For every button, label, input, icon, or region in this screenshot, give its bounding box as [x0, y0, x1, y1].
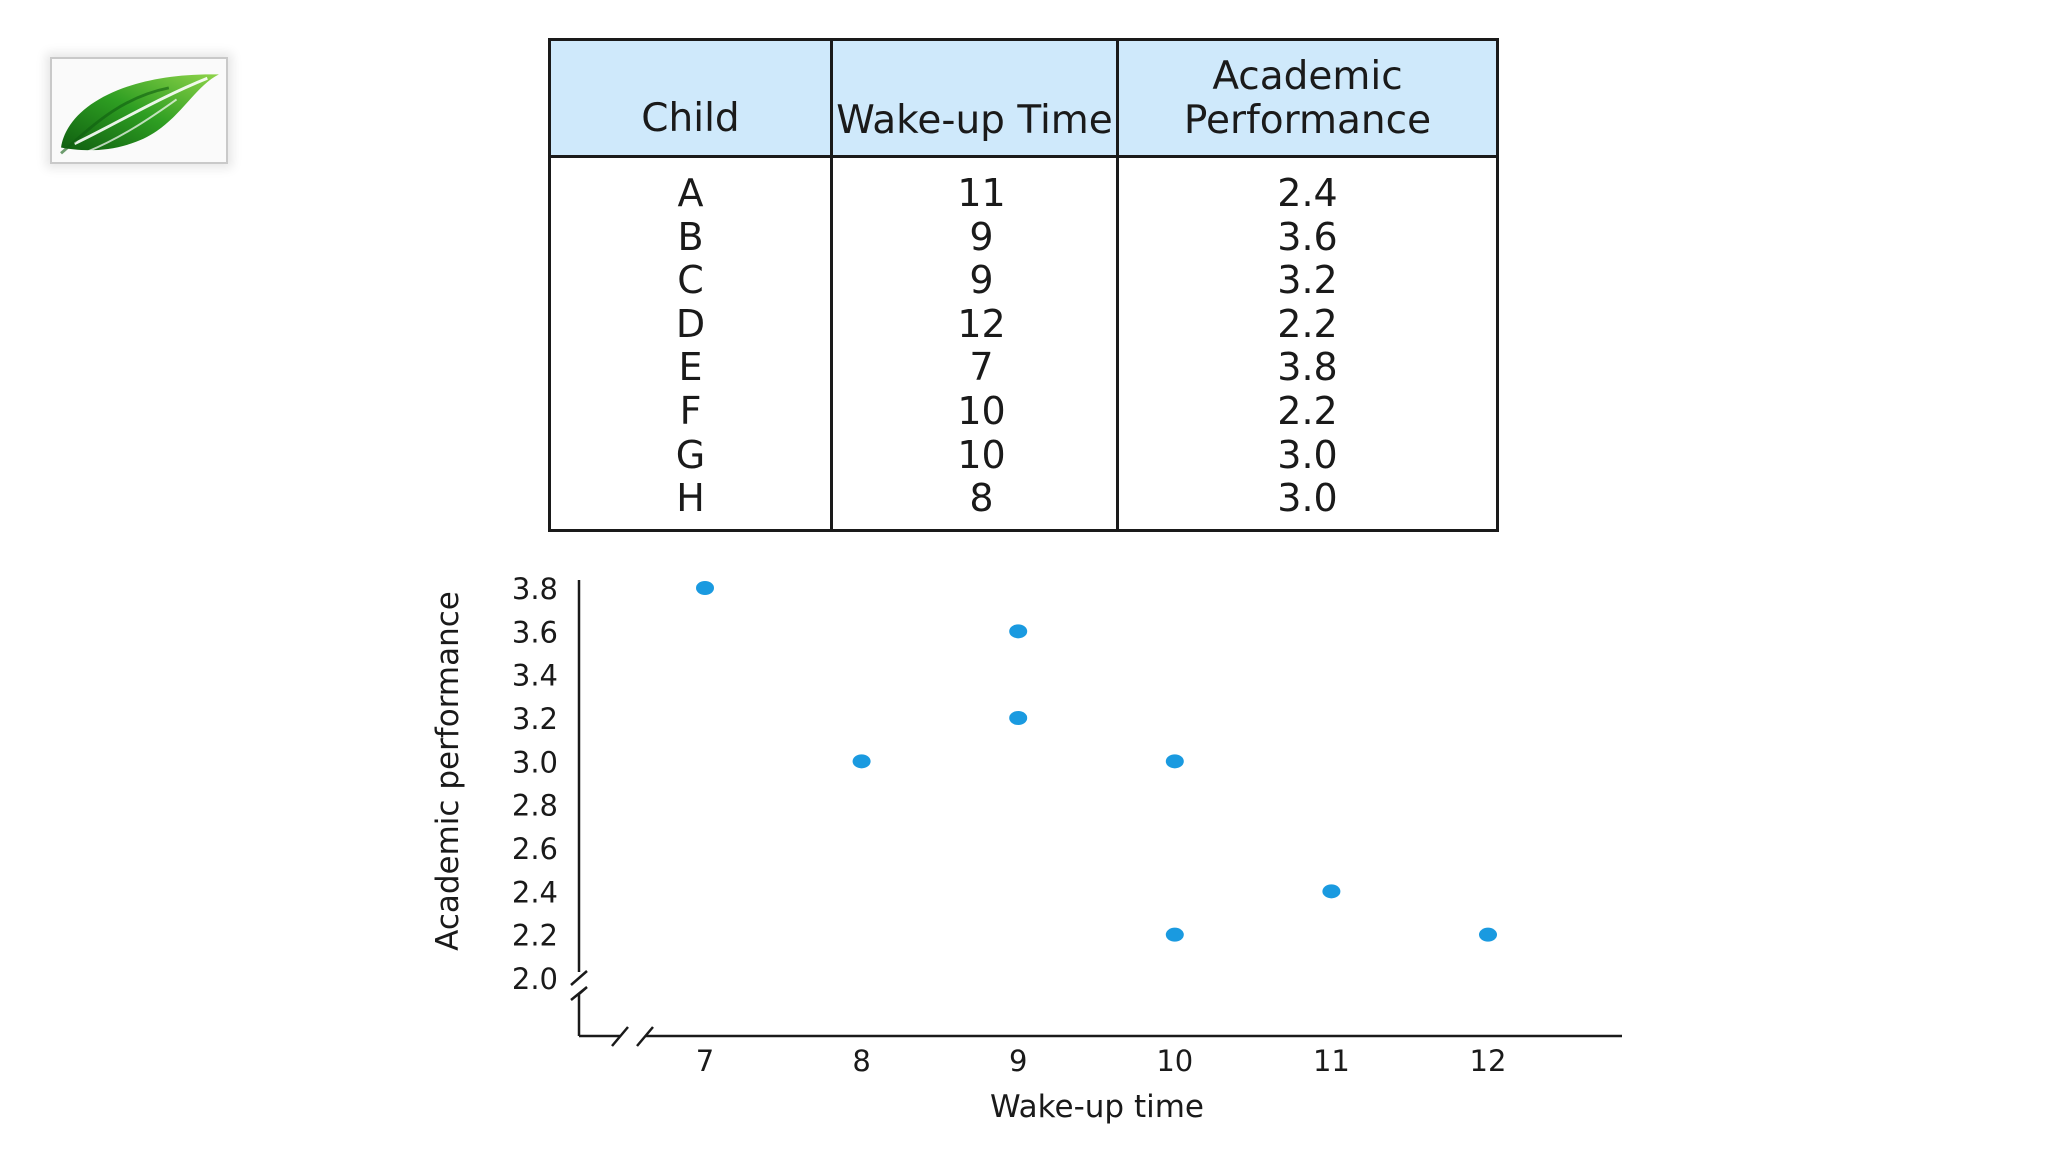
y-tick-label: 3.4 — [512, 659, 558, 693]
data-point — [1479, 927, 1497, 942]
y-tick-label: 2.0 — [512, 962, 558, 996]
cell-child: A — [548, 156, 833, 216]
x-tick-label: 11 — [1313, 1044, 1350, 1078]
data-point — [1009, 711, 1028, 725]
y-tick-label: 2.2 — [512, 919, 558, 953]
x-axis-title: Wake-up time — [990, 1089, 1204, 1125]
cell-child: D — [548, 302, 833, 347]
data-table: Child Wake-up Time Academic Performance … — [548, 38, 1499, 532]
data-point — [1009, 624, 1028, 639]
cell-child: C — [548, 259, 833, 303]
logo — [50, 57, 228, 164]
cell-child: F — [548, 389, 833, 434]
x-tick-labels: 7 8 9 10 11 12 — [696, 1044, 1507, 1078]
cell-academic-performance: 3.2 — [1116, 259, 1499, 303]
table-row: D 12 2.2 — [548, 302, 1499, 347]
y-tick-label: 3.2 — [512, 702, 558, 736]
y-axis-title: Academic performance — [430, 591, 466, 951]
y-tick-labels: 2.0 2.2 2.4 2.6 2.8 3.0 3.2 3.4 3.6 3.8 — [512, 572, 558, 996]
cell-wake-up-time: 9 — [830, 259, 1119, 303]
cell-academic-performance: 2.2 — [1116, 302, 1499, 347]
y-axis-break — [570, 970, 588, 1036]
data-points — [696, 581, 1497, 942]
y-tick-label: 3.8 — [512, 572, 558, 606]
x-tick-label: 12 — [1470, 1044, 1507, 1078]
cell-wake-up-time: 10 — [830, 433, 1119, 478]
header-child: Child — [548, 39, 833, 158]
table-row: A 11 2.4 — [548, 156, 1499, 216]
cell-wake-up-time: 11 — [830, 156, 1119, 216]
chart-axes — [570, 580, 1622, 1047]
table-header-row: Child Wake-up Time Academic Performance — [548, 39, 1499, 158]
leaf-icon — [60, 74, 219, 155]
cell-child: G — [548, 433, 833, 478]
cell-wake-up-time: 12 — [830, 302, 1119, 347]
cell-academic-performance: 3.6 — [1116, 215, 1499, 260]
cell-academic-performance: 3.0 — [1116, 476, 1499, 531]
header-academic-performance: Academic Performance — [1116, 39, 1499, 158]
header-wake-up-time: Wake-up Time — [830, 39, 1119, 158]
data-point — [1322, 884, 1341, 899]
data-point — [1165, 927, 1184, 942]
table-row: B 9 3.6 — [548, 215, 1499, 260]
cell-academic-performance: 3.8 — [1116, 346, 1499, 390]
data-point — [696, 581, 714, 595]
y-tick-label: 3.0 — [512, 745, 558, 779]
cell-academic-performance: 2.4 — [1116, 156, 1499, 216]
x-tick-label: 9 — [1009, 1044, 1027, 1078]
y-tick-label: 2.4 — [512, 875, 558, 909]
cell-child: E — [548, 346, 833, 390]
cell-wake-up-time: 9 — [830, 215, 1119, 260]
cell-wake-up-time: 7 — [830, 346, 1119, 390]
cell-academic-performance: 2.2 — [1116, 389, 1499, 434]
cell-child: H — [548, 476, 833, 531]
data-point — [852, 754, 871, 769]
cell-wake-up-time: 10 — [830, 389, 1119, 434]
cell-wake-up-time: 8 — [830, 476, 1119, 531]
y-tick-label: 3.6 — [512, 615, 558, 649]
table-row: H 8 3.0 — [548, 476, 1499, 531]
x-tick-label: 7 — [696, 1044, 714, 1078]
table-row: F 10 2.2 — [548, 389, 1499, 434]
x-tick-label: 10 — [1156, 1044, 1193, 1078]
table-row: E 7 3.8 — [548, 346, 1499, 390]
table-row: G 10 3.0 — [548, 433, 1499, 478]
cell-academic-performance: 3.0 — [1116, 433, 1499, 478]
table-row: C 9 3.2 — [548, 259, 1499, 303]
y-tick-label: 2.6 — [512, 832, 558, 866]
x-tick-label: 8 — [852, 1044, 870, 1078]
y-tick-label: 2.8 — [512, 789, 558, 823]
cell-child: B — [548, 215, 833, 260]
data-point — [1165, 754, 1184, 769]
